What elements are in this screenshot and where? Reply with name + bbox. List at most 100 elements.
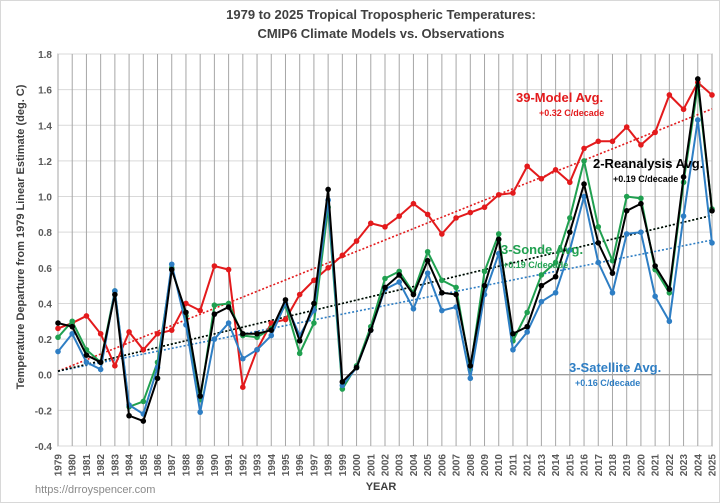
data-point [638,200,644,207]
y-tick-label: -0.4 [35,442,53,453]
x-tick-label: 2005 [423,454,434,477]
data-point [453,291,459,298]
x-tick-label: 2018 [608,454,619,477]
x-tick-label: 1996 [295,454,306,477]
data-point [382,284,388,291]
y-tick-label: 0.4 [38,299,52,310]
data-point [126,412,132,419]
x-tick-label: 1982 [96,454,107,477]
data-point [154,330,161,337]
x-tick-label: 2003 [395,454,406,477]
data-point [694,76,701,82]
data-point [552,167,559,173]
data-point [680,213,687,219]
data-point [240,355,246,362]
data-point [567,229,573,235]
data-point [268,327,275,333]
x-tick-label: 2019 [622,454,633,477]
x-tick-label: 1993 [253,454,264,477]
data-point [680,106,687,113]
x-tick-label: 1990 [210,454,221,477]
source-url[interactable]: https://drroyspencer.com [35,484,155,496]
x-tick-label: 1987 [167,454,178,477]
data-point [439,277,445,284]
data-point [140,418,147,424]
data-point [439,307,445,314]
data-point [567,215,573,221]
x-axis-label: YEAR [366,481,397,493]
data-point [382,224,388,230]
data-point [424,257,431,264]
data-point [268,332,275,339]
series-lines [55,76,715,424]
data-point [83,359,90,366]
x-tick-label: 1985 [139,454,150,477]
data-point [296,291,303,298]
data-point [709,240,715,246]
data-point [367,327,374,333]
data-point [581,158,587,164]
x-tick-label: 2024 [693,454,704,477]
data-point [353,238,360,244]
data-point [55,325,61,332]
data-point [595,259,602,266]
data-point [69,318,76,325]
data-point [410,200,417,207]
trend-label: +0.32 C/decade [539,108,604,118]
data-point [97,359,104,366]
data-point [254,346,260,353]
x-tick-label: 2021 [651,454,662,477]
x-tick-label: 2012 [523,454,534,477]
trend-lines [57,108,713,372]
y-tick-label: 0.2 [38,335,52,346]
data-point [339,252,346,259]
x-tick-label: 1995 [281,454,292,477]
x-tick-label: 1983 [110,454,121,477]
data-point [481,268,488,275]
data-point [382,275,388,282]
data-point [680,174,687,180]
x-tick-label: 2020 [636,454,647,477]
x-tick-label: 2008 [466,454,477,477]
data-point [552,273,559,280]
data-point [410,306,417,312]
y-tick-label: 1.4 [38,121,52,132]
data-point [325,186,331,193]
x-tick-label: 1998 [324,454,335,477]
data-point [168,261,175,268]
data-point [524,323,530,330]
data-point [55,334,61,341]
series-label: 39-Model Avg. [516,90,603,105]
data-point [567,247,573,253]
data-point [197,307,203,314]
data-point [552,259,559,266]
trend-label: +0.19 C/decade [503,260,568,270]
trend-line [57,239,713,372]
data-point [211,302,218,309]
data-point [410,291,417,298]
data-point [211,311,218,317]
data-point [453,284,459,291]
trend-line [57,214,713,372]
grid [57,53,713,447]
data-point [666,92,673,98]
data-point [467,363,474,369]
x-tick-label: 2022 [665,454,676,477]
data-point [325,265,331,271]
x-tick-label: 2000 [352,454,363,477]
data-point [183,309,189,316]
x-tick-label: 1999 [338,454,349,477]
data-point [97,366,104,373]
x-tick-label: 1989 [196,454,207,477]
data-point [467,375,474,382]
data-point [510,330,516,337]
data-point [296,350,303,357]
data-point [225,320,232,326]
data-point [183,300,189,307]
data-point [567,179,573,186]
data-point [524,163,530,170]
data-point [311,300,317,307]
data-point [581,181,587,187]
x-tick-label: 2004 [409,454,420,477]
